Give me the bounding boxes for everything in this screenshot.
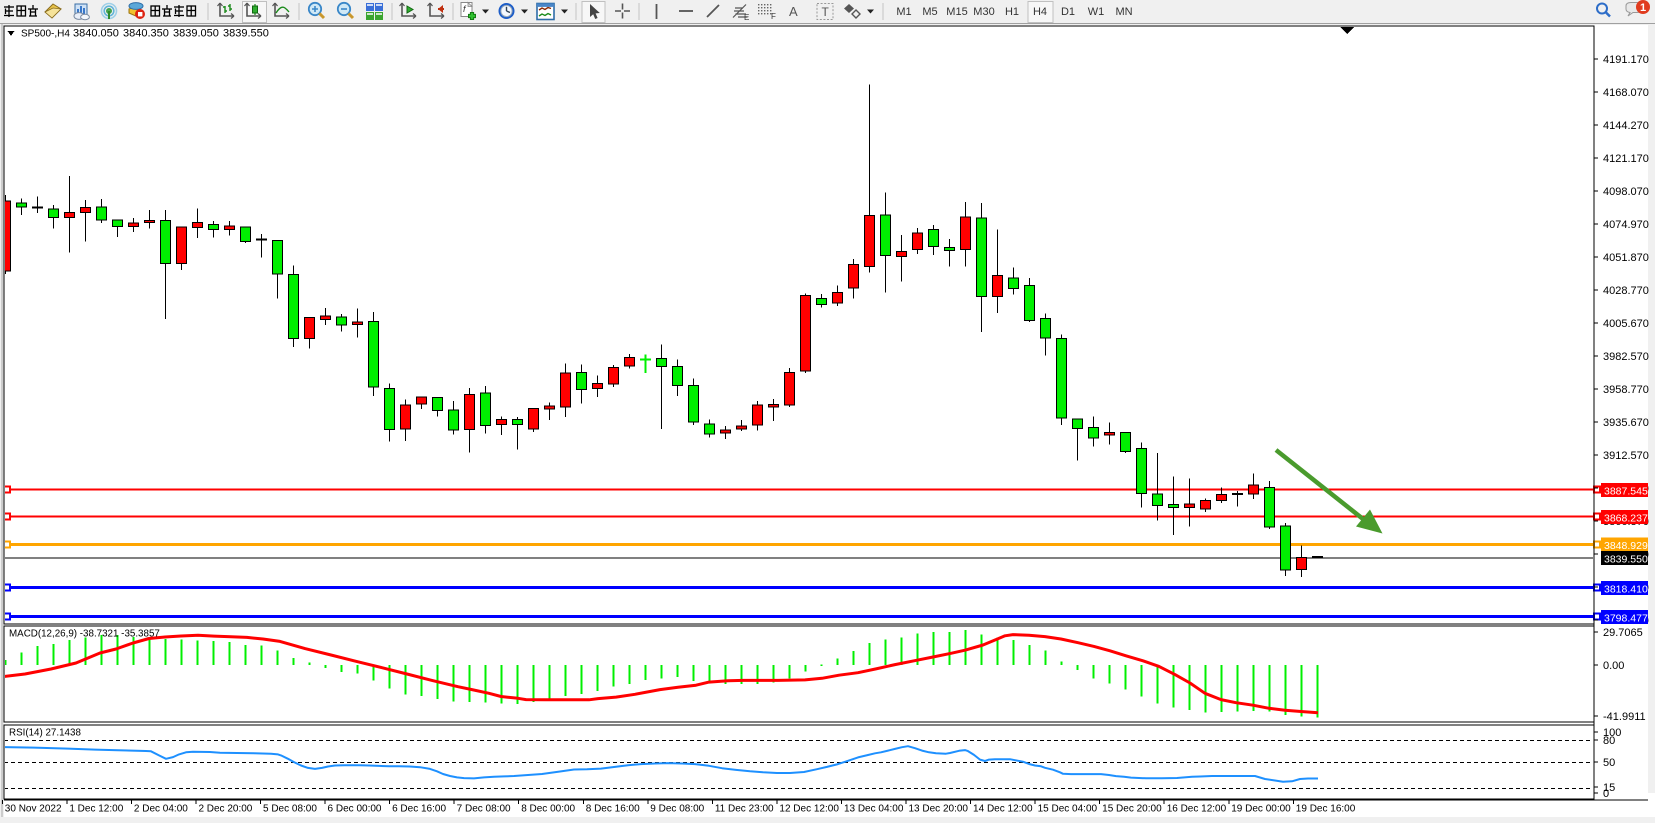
svg-text:8 Dec 16:00: 8 Dec 16:00 bbox=[586, 804, 640, 815]
svg-text:M5: M5 bbox=[922, 6, 937, 18]
svg-text:3818.410: 3818.410 bbox=[1604, 584, 1648, 596]
svg-text:RSI(14) 27.1438: RSI(14) 27.1438 bbox=[9, 728, 81, 739]
svg-text:3868.237: 3868.237 bbox=[1604, 513, 1648, 525]
svg-text:0.00: 0.00 bbox=[1603, 660, 1624, 672]
svg-text:19 Dec 16:00: 19 Dec 16:00 bbox=[1296, 804, 1356, 815]
svg-text:3840.050: 3840.050 bbox=[73, 28, 119, 40]
svg-text:T: T bbox=[822, 5, 830, 19]
svg-text:7 Dec 08:00: 7 Dec 08:00 bbox=[457, 804, 511, 815]
svg-text:100: 100 bbox=[1603, 727, 1621, 739]
svg-text:30 Nov 2022: 30 Nov 2022 bbox=[5, 804, 62, 815]
svg-text:19 Dec 00:00: 19 Dec 00:00 bbox=[1231, 804, 1291, 815]
svg-text:E: E bbox=[744, 13, 749, 22]
svg-text:6 Dec 00:00: 6 Dec 00:00 bbox=[328, 804, 382, 815]
svg-text:6 Dec 16:00: 6 Dec 16:00 bbox=[392, 804, 446, 815]
svg-text:3958.770: 3958.770 bbox=[1603, 384, 1649, 396]
svg-text:3982.570: 3982.570 bbox=[1603, 351, 1649, 363]
svg-text:12 Dec 12:00: 12 Dec 12:00 bbox=[779, 804, 839, 815]
svg-text:50: 50 bbox=[1603, 757, 1615, 769]
svg-text:4191.170: 4191.170 bbox=[1603, 54, 1649, 66]
svg-text:A: A bbox=[789, 4, 798, 19]
svg-text:M30: M30 bbox=[973, 6, 994, 18]
svg-text:SP500-,H4: SP500-,H4 bbox=[21, 29, 70, 40]
svg-text:0: 0 bbox=[1603, 788, 1609, 800]
svg-text:3935.670: 3935.670 bbox=[1603, 417, 1649, 429]
svg-text:11 Dec 23:00: 11 Dec 23:00 bbox=[715, 804, 774, 815]
svg-text:2 Dec 04:00: 2 Dec 04:00 bbox=[134, 804, 188, 815]
svg-text:13 Dec 20:00: 13 Dec 20:00 bbox=[909, 804, 969, 815]
svg-text:MACD(12,26,9) -38.7321 -35.385: MACD(12,26,9) -38.7321 -35.3857 bbox=[9, 629, 160, 640]
svg-text:3839.550: 3839.550 bbox=[223, 28, 269, 40]
svg-text:80: 80 bbox=[1603, 735, 1615, 747]
svg-text:1 Dec 12:00: 1 Dec 12:00 bbox=[69, 804, 123, 815]
svg-text:W1: W1 bbox=[1088, 6, 1105, 18]
svg-text:3848.929: 3848.929 bbox=[1604, 540, 1648, 552]
svg-text:15: 15 bbox=[1603, 782, 1615, 794]
svg-text:H4: H4 bbox=[1033, 6, 1047, 18]
svg-text:4051.870: 4051.870 bbox=[1603, 252, 1649, 264]
svg-text:4121.170: 4121.170 bbox=[1603, 153, 1649, 165]
svg-text:5 Dec 08:00: 5 Dec 08:00 bbox=[263, 804, 317, 815]
svg-text:4144.270: 4144.270 bbox=[1603, 120, 1649, 132]
svg-text:13 Dec 04:00: 13 Dec 04:00 bbox=[844, 804, 904, 815]
svg-text:4098.070: 4098.070 bbox=[1603, 186, 1649, 198]
svg-text:MN: MN bbox=[1115, 6, 1132, 18]
svg-text:H1: H1 bbox=[1005, 6, 1019, 18]
svg-text:9 Dec 08:00: 9 Dec 08:00 bbox=[650, 804, 704, 815]
svg-text:29.7065: 29.7065 bbox=[1603, 627, 1643, 639]
svg-text:4074.970: 4074.970 bbox=[1603, 219, 1649, 231]
svg-text:f: f bbox=[463, 4, 467, 14]
svg-text:M1: M1 bbox=[896, 6, 911, 18]
svg-text:-41.9911: -41.9911 bbox=[1603, 711, 1646, 723]
svg-text:3839.050: 3839.050 bbox=[173, 28, 219, 40]
svg-text:3912.570: 3912.570 bbox=[1603, 450, 1649, 462]
svg-text:F: F bbox=[771, 12, 776, 21]
svg-text:16 Dec 12:00: 16 Dec 12:00 bbox=[1167, 804, 1227, 815]
svg-text:8 Dec 00:00: 8 Dec 00:00 bbox=[521, 804, 575, 815]
svg-text:14 Dec 12:00: 14 Dec 12:00 bbox=[973, 804, 1033, 815]
svg-text:D1: D1 bbox=[1061, 6, 1075, 18]
svg-text:3839.550: 3839.550 bbox=[1604, 554, 1648, 566]
svg-text:2 Dec 20:00: 2 Dec 20:00 bbox=[198, 804, 252, 815]
svg-text:4028.770: 4028.770 bbox=[1603, 285, 1649, 297]
svg-text:4168.070: 4168.070 bbox=[1603, 87, 1649, 99]
svg-text:3887.545: 3887.545 bbox=[1604, 486, 1648, 498]
svg-text:4005.670: 4005.670 bbox=[1603, 318, 1649, 330]
svg-text:15 Dec 20:00: 15 Dec 20:00 bbox=[1102, 804, 1162, 815]
svg-text:3840.350: 3840.350 bbox=[123, 28, 169, 40]
svg-text:15 Dec 04:00: 15 Dec 04:00 bbox=[1038, 804, 1098, 815]
svg-text:M15: M15 bbox=[946, 6, 967, 18]
svg-text:1: 1 bbox=[1640, 2, 1646, 14]
svg-text:3798.477: 3798.477 bbox=[1604, 613, 1648, 625]
